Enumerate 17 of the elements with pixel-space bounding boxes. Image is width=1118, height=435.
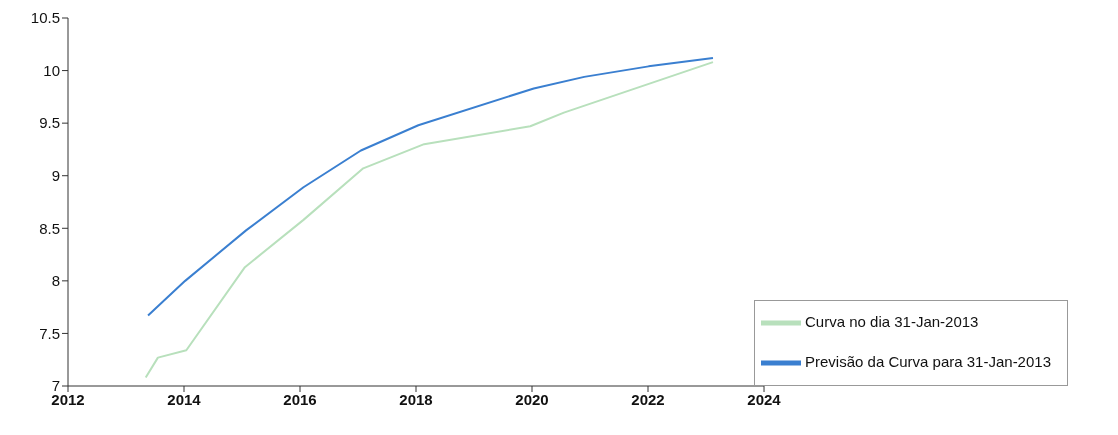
x-tick-label: 2022 bbox=[631, 390, 665, 408]
y-tick-label: 9 bbox=[51, 167, 60, 185]
x-tick-label: 2018 bbox=[399, 390, 433, 408]
line-series bbox=[144, 61, 714, 379]
line-series bbox=[147, 56, 714, 317]
y-tick-label: 7.5 bbox=[39, 324, 60, 342]
y-tick-label: 8.5 bbox=[39, 219, 60, 237]
y-tick-label: 10 bbox=[43, 61, 60, 79]
y-tick-label: 10.5 bbox=[30, 9, 60, 27]
legend-label: Previsão da Curva para 31-Jan-2013 bbox=[805, 353, 1051, 371]
x-tick-label: 2024 bbox=[747, 390, 782, 408]
x-tick-label: 2016 bbox=[283, 390, 317, 408]
x-tick-label: 2014 bbox=[167, 390, 202, 408]
x-tick-label: 2020 bbox=[515, 390, 549, 408]
legend-label: Curva no dia 31-Jan-2013 bbox=[805, 313, 979, 331]
y-tick-label: 9.5 bbox=[39, 114, 60, 132]
y-tick-label: 8 bbox=[51, 272, 60, 290]
